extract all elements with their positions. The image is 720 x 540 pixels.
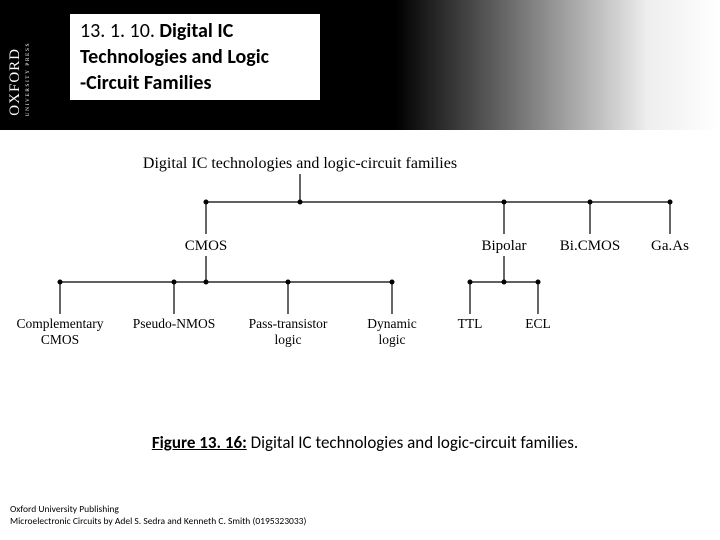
title-line-2: Technologies and Logic [80,44,310,70]
footer-line-2: Microelectronic Circuits by Adel S. Sedr… [10,516,306,528]
svg-text:logic: logic [275,332,302,347]
tree-diagram: Digital IC technologies and logic-circui… [0,150,720,410]
slide-footer: Oxford University Publishing Microelectr… [10,504,306,528]
svg-text:ECL: ECL [525,316,551,331]
slide-title: 13. 1. 10. Digital IC Technologies and L… [70,14,320,100]
svg-text:CMOS: CMOS [41,332,79,347]
svg-text:Bi.CMOS: Bi.CMOS [560,238,620,254]
svg-text:Ga.As: Ga.As [651,238,689,254]
svg-text:Pass-transistor: Pass-transistor [249,316,328,331]
header-bar: OXFORD UNIVERSITY PRESS 13. 1. 10. Digit… [0,0,720,130]
svg-text:logic: logic [379,332,406,347]
logo-sub-text: UNIVERSITY PRESS [25,42,31,116]
figure-text: Digital IC technologies and logic-circui… [247,432,578,453]
svg-text:Pseudo-NMOS: Pseudo-NMOS [133,316,216,331]
svg-text:Digital IC technologies and lo: Digital IC technologies and logic-circui… [143,155,457,172]
svg-text:Dynamic: Dynamic [367,316,417,331]
publisher-logo: OXFORD UNIVERSITY PRESS [8,12,31,116]
title-line-3: -Circuit Families [80,70,310,96]
svg-text:Complementary: Complementary [17,316,104,331]
svg-text:CMOS: CMOS [185,238,228,254]
svg-text:Bipolar: Bipolar [482,238,527,254]
title-line-1: 13. 1. 10. Digital IC [80,18,310,44]
logo-main-text: OXFORD [8,48,23,116]
figure-label: Figure 13. 16: [152,432,247,453]
svg-text:TTL: TTL [458,316,483,331]
figure-caption: Figure 13. 16: Digital IC technologies a… [60,430,670,455]
